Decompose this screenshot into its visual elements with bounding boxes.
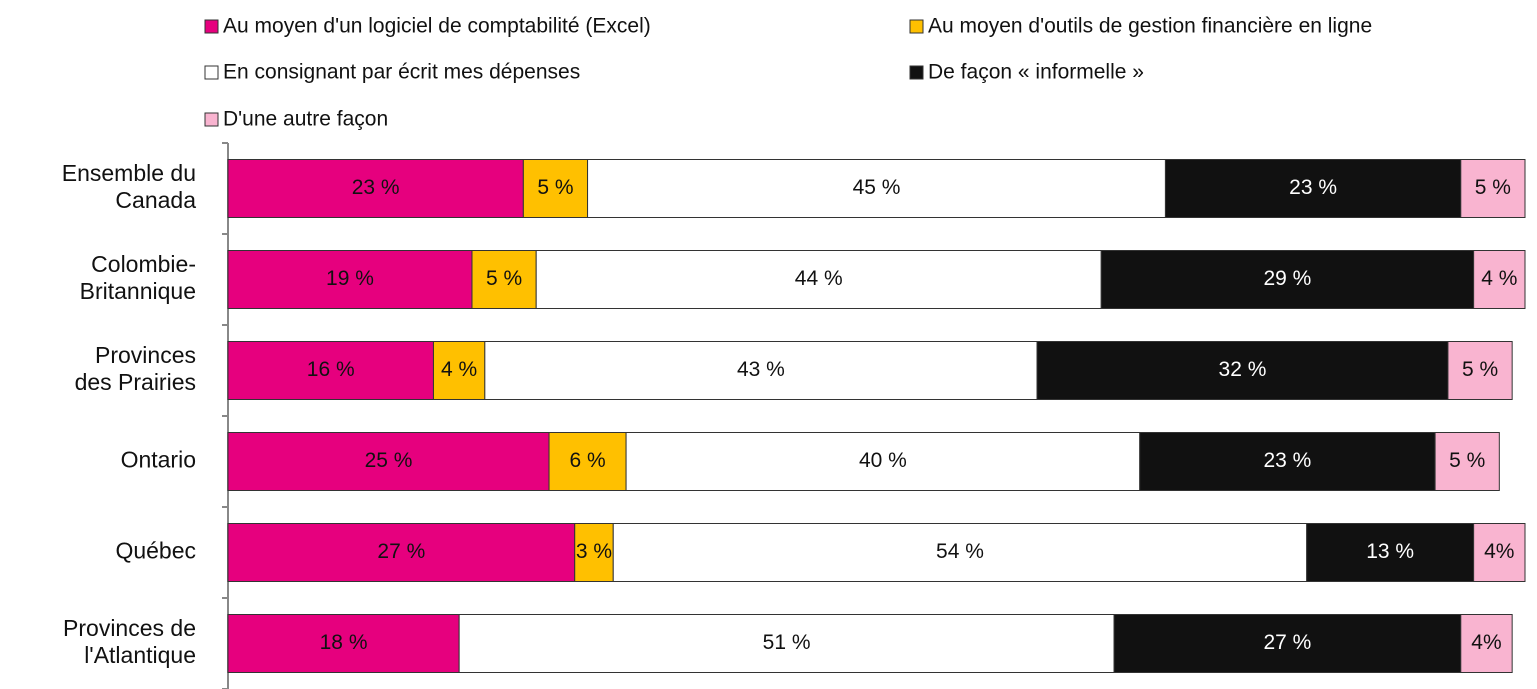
data-label: 5 % <box>1475 176 1511 199</box>
legend-label: Au moyen d'outils de gestion financière … <box>928 15 1372 38</box>
data-label: 32 % <box>1219 358 1267 381</box>
data-label: 5 % <box>1462 358 1498 381</box>
bar-segment <box>484 341 1038 400</box>
data-label: 40 % <box>859 449 907 472</box>
category-label: Colombie- <box>91 251 196 277</box>
bar-segment <box>1164 159 1462 218</box>
data-label: 51 % <box>763 631 811 654</box>
bar-segment <box>1113 614 1462 673</box>
bar-segment <box>1473 250 1526 309</box>
legend-label: En consignant par écrit mes dépenses <box>223 61 580 84</box>
category-label: Provinces <box>95 342 196 368</box>
bar-segment <box>625 432 1141 491</box>
legend-swatch <box>204 19 219 34</box>
category-label: Provinces de <box>63 615 196 641</box>
data-label: 16 % <box>307 358 355 381</box>
data-label: 23 % <box>1289 176 1337 199</box>
bar-segment <box>1460 614 1513 673</box>
data-label: 13 % <box>1366 540 1414 563</box>
bar-segment <box>535 250 1102 309</box>
data-label: 43 % <box>737 358 785 381</box>
bar-segment <box>1036 341 1449 400</box>
category-label: Britannique <box>80 278 196 304</box>
legend-swatch <box>909 65 924 80</box>
data-label: 4 % <box>441 358 477 381</box>
data-label: 5 % <box>537 176 573 199</box>
bar-segment <box>1473 523 1526 582</box>
legend-swatch <box>909 19 924 34</box>
bar-segment <box>227 523 576 582</box>
data-label: 4% <box>1471 631 1501 654</box>
data-label: 23 % <box>352 176 400 199</box>
data-label: 4 % <box>1481 267 1517 290</box>
bar-segment <box>1434 432 1500 491</box>
data-label: 25 % <box>365 449 413 472</box>
data-label: 27 % <box>1263 631 1311 654</box>
bar-segment <box>227 614 460 673</box>
bar-segment <box>1100 250 1475 309</box>
data-label: 19 % <box>326 267 374 290</box>
data-label: 29 % <box>1263 267 1311 290</box>
data-label: 5 % <box>486 267 522 290</box>
category-label: Québec <box>115 538 196 564</box>
category-label: l'Atlantique <box>84 642 196 668</box>
data-label: 54 % <box>936 540 984 563</box>
bar-segment <box>432 341 486 400</box>
category-label: Ontario <box>121 447 196 473</box>
bar-segment <box>574 523 614 582</box>
bar-segment <box>1447 341 1513 400</box>
legend-label: De façon « informelle » <box>928 61 1144 84</box>
data-label: 6 % <box>569 449 605 472</box>
legend-label: Au moyen d'un logiciel de comptabilité (… <box>223 15 651 38</box>
legend-swatch <box>204 112 219 127</box>
data-label: 44 % <box>795 267 843 290</box>
category-label: Canada <box>115 187 196 213</box>
category-label: Ensemble du <box>62 160 196 186</box>
bar-segment <box>1306 523 1475 582</box>
category-label: des Prairies <box>75 369 196 395</box>
bar-segment <box>1139 432 1436 491</box>
data-label: 5 % <box>1449 449 1485 472</box>
bar-segment <box>1460 159 1526 218</box>
data-label: 4% <box>1484 540 1514 563</box>
data-label: 3 % <box>576 540 612 563</box>
legend-swatch <box>204 65 219 80</box>
bar-segment <box>612 523 1308 582</box>
bar-segment <box>227 159 524 218</box>
data-label: 45 % <box>853 176 901 199</box>
bar-segment <box>548 432 627 491</box>
bar-segment <box>587 159 1166 218</box>
bar-segment <box>522 159 589 218</box>
data-label: 23 % <box>1263 449 1311 472</box>
bar-segment <box>227 250 473 309</box>
legend-label: D'une autre façon <box>223 108 388 131</box>
bar-segment <box>227 341 434 400</box>
data-label: 27 % <box>377 540 425 563</box>
bar-segment <box>227 432 550 491</box>
data-label: 18 % <box>320 631 368 654</box>
